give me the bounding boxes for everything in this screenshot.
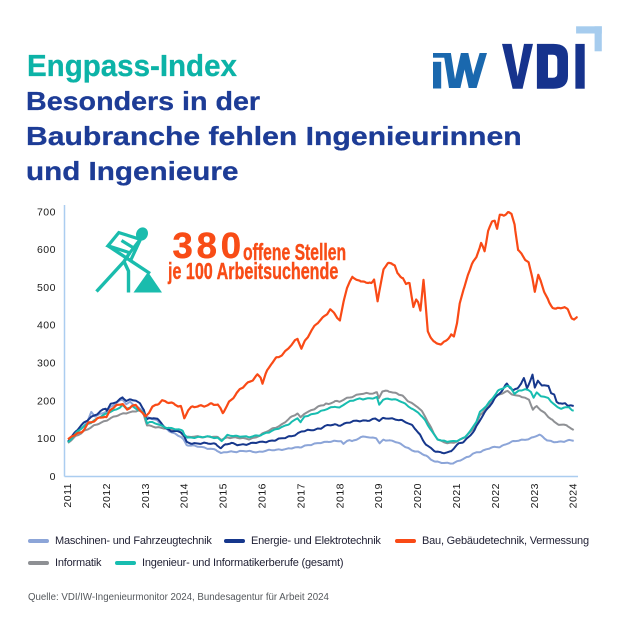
svg-text:2014: 2014: [179, 483, 191, 508]
svg-text:2018: 2018: [334, 483, 346, 508]
svg-text:500: 500: [37, 282, 56, 294]
svg-text:600: 600: [37, 244, 56, 256]
svg-text:700: 700: [37, 206, 56, 218]
svg-text:300: 300: [37, 358, 56, 370]
svg-text:2013: 2013: [140, 483, 152, 508]
svg-text:400: 400: [37, 320, 56, 332]
svg-text:2022: 2022: [490, 483, 502, 508]
svg-text:2023: 2023: [529, 483, 541, 508]
svg-text:2011: 2011: [62, 483, 74, 508]
svg-text:2021: 2021: [451, 483, 463, 508]
svg-text:2019: 2019: [373, 483, 385, 508]
svg-text:2015: 2015: [218, 483, 230, 508]
svg-text:2024: 2024: [568, 483, 580, 508]
svg-text:200: 200: [37, 395, 56, 407]
svg-text:100: 100: [37, 433, 56, 445]
svg-text:2012: 2012: [101, 483, 113, 508]
svg-text:0: 0: [50, 471, 56, 483]
svg-text:2020: 2020: [412, 483, 424, 508]
svg-text:2017: 2017: [295, 483, 307, 508]
svg-text:2016: 2016: [257, 483, 269, 508]
